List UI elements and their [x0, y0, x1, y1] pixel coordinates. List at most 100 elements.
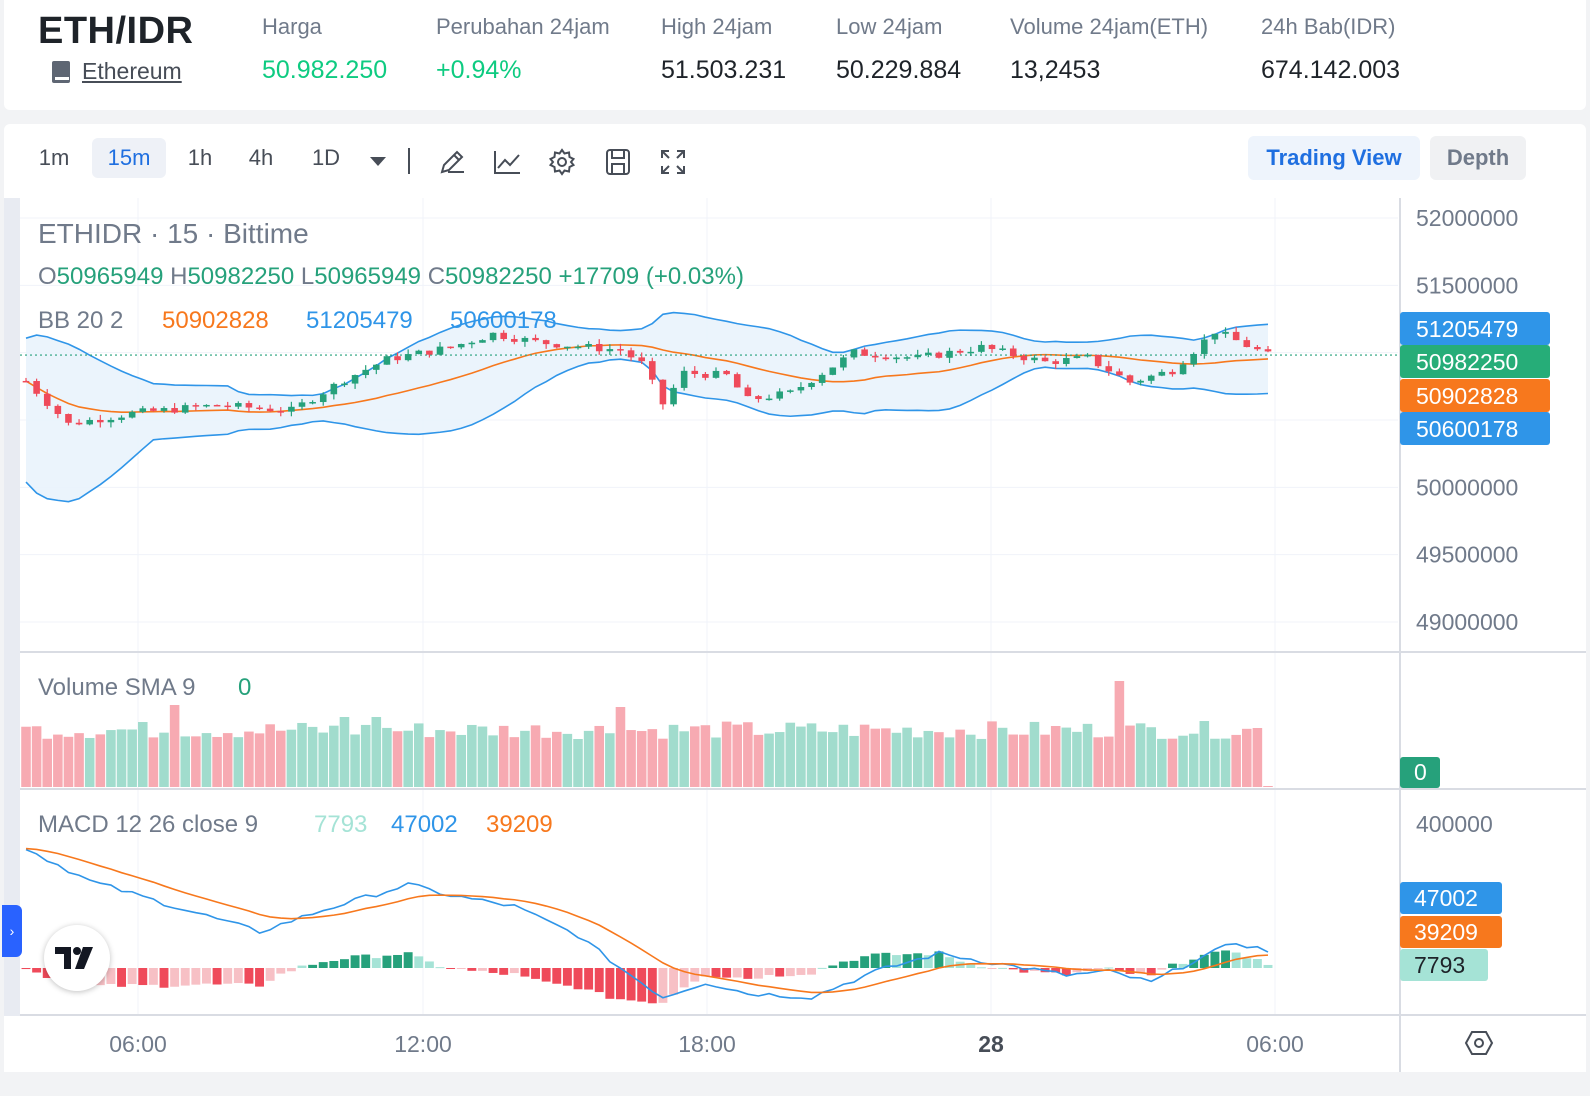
- candle-62: [680, 366, 688, 391]
- macd-hist-bar-66: [722, 968, 732, 978]
- candle-23: [266, 404, 274, 412]
- macd-hist-bar-45: [499, 968, 509, 975]
- macd-hist-bar-15: [180, 968, 190, 986]
- candle-33: [373, 364, 380, 375]
- macd-hist-bar-13: [159, 968, 169, 988]
- candle-body: [468, 342, 476, 345]
- volume-bar-63: [689, 726, 700, 787]
- macd-hist-bar-84: [913, 953, 923, 968]
- depth-button[interactable]: Depth: [1430, 136, 1526, 180]
- candle-body: [139, 408, 147, 412]
- macd-hist-bar-26: [297, 965, 307, 968]
- candle-body: [235, 403, 242, 407]
- candle-body: [1063, 358, 1070, 364]
- side-panel-toggle[interactable]: ›: [2, 905, 22, 957]
- candle-4: [65, 413, 72, 426]
- volume-bar-112: [1210, 738, 1220, 787]
- stat-2: High 24jam 51.503.231: [661, 14, 786, 85]
- price-badge-0: 51205479: [1400, 312, 1550, 345]
- macd-hist-bar-20: [233, 968, 243, 984]
- candle-body: [351, 375, 359, 384]
- macd-hist-bar-42: [467, 968, 477, 971]
- candle-body: [511, 338, 518, 342]
- macd-legend-macd: 47002: [391, 811, 458, 838]
- asset-name: Ethereum: [82, 58, 182, 84]
- volume-badge: 0: [1400, 757, 1440, 788]
- candle-body: [1052, 361, 1059, 364]
- candle-14: [171, 403, 178, 414]
- candle-body: [574, 346, 582, 349]
- volume-bar-108: [1167, 738, 1178, 787]
- hexagon-shape: [1464, 1031, 1494, 1055]
- macd-hist-bar-64: [700, 968, 710, 977]
- candle-48: [532, 334, 539, 342]
- stat-value: 50.229.884: [836, 56, 962, 84]
- volume-bar-4: [63, 736, 74, 787]
- volume-bar-20: [233, 737, 244, 787]
- volume-bar-41: [456, 734, 467, 787]
- stat-4: Volume 24jam(ETH) 13,2453: [1010, 14, 1208, 85]
- fullscreen-icon[interactable]: [657, 146, 689, 178]
- candle-53: [585, 341, 592, 349]
- candle-body: [362, 369, 369, 376]
- macd-hist-bar-54: [594, 968, 604, 993]
- timeframe-1m[interactable]: 1m: [38, 145, 70, 170]
- volume-bar-13: [159, 732, 169, 787]
- macd-hist-bar-49: [541, 968, 551, 982]
- candle-69: [755, 395, 762, 403]
- gear-icon[interactable]: [546, 146, 578, 178]
- candle-body: [97, 419, 104, 423]
- volume-bar-57: [626, 730, 636, 787]
- timeframe-1h[interactable]: 1h: [187, 145, 213, 170]
- save-icon[interactable]: [602, 146, 634, 178]
- candle-110: [1190, 352, 1197, 367]
- candle-body: [1137, 380, 1144, 383]
- hexagon-center: [1474, 1038, 1484, 1048]
- candle-45: [500, 330, 507, 342]
- candle-76: [829, 367, 837, 376]
- chart-line-icon[interactable]: [491, 146, 523, 178]
- trading-chart[interactable]: ETHIDR · 15 · Bittime O50965949 H50982250…: [0, 198, 1590, 1074]
- macd-hist-bar-111: [1199, 954, 1209, 968]
- volume-bar-5: [74, 733, 84, 787]
- macd-hist-bar-90: [976, 967, 986, 969]
- macd-hist-bar-48: [531, 968, 540, 979]
- macd-hist-bar-92: [998, 967, 1008, 969]
- macd-hist-bar-80: [870, 953, 880, 968]
- timeframe-4h[interactable]: 4h: [248, 145, 274, 170]
- macd-hist-bar-68: [743, 968, 753, 979]
- macd-hist-bar-35: [393, 954, 402, 968]
- macd-hist-bar-14: [170, 968, 180, 987]
- macd-hist-bar-72: [785, 968, 795, 977]
- timeframe-15m[interactable]: 15m: [92, 138, 166, 178]
- candle-body: [160, 408, 168, 411]
- pencil-icon[interactable]: [436, 146, 468, 178]
- macd-hist-bar-115: [1242, 958, 1252, 968]
- candle-body: [118, 417, 125, 420]
- ohlc-legend: O50965949 H50982250 L50965949 C50982250 …: [38, 263, 744, 290]
- trading-view-button[interactable]: Trading View: [1248, 136, 1420, 180]
- volume-bar-46: [509, 737, 520, 787]
- asset-link[interactable]: Ethereum: [52, 58, 182, 85]
- volume-badge-bg: [1400, 757, 1440, 788]
- tradingview-logo-icon[interactable]: [44, 925, 110, 991]
- volume-bar-72: [785, 722, 796, 787]
- volume-bar-12: [148, 737, 159, 787]
- candle-60: [659, 379, 667, 410]
- macd-hist-bar-32: [361, 954, 371, 968]
- macd-hist-bar-83: [902, 954, 912, 968]
- volume-bar-59: [647, 729, 658, 787]
- candle-39: [436, 342, 444, 356]
- candle-68: [744, 384, 752, 397]
- candle-body: [840, 357, 847, 368]
- price-badge-label: 50982250: [1416, 349, 1518, 375]
- caret-down-icon[interactable]: [362, 146, 394, 178]
- volume-bar-75: [817, 731, 827, 787]
- macd-hist-bar-71: [775, 968, 785, 977]
- timeframe-1d[interactable]: 1D: [311, 145, 341, 170]
- volume-bar-23: [265, 724, 275, 787]
- volume-bar-30: [339, 717, 350, 787]
- candle-77: [840, 354, 847, 371]
- volume-bar-102: [1103, 736, 1114, 787]
- candle-body: [1009, 348, 1017, 357]
